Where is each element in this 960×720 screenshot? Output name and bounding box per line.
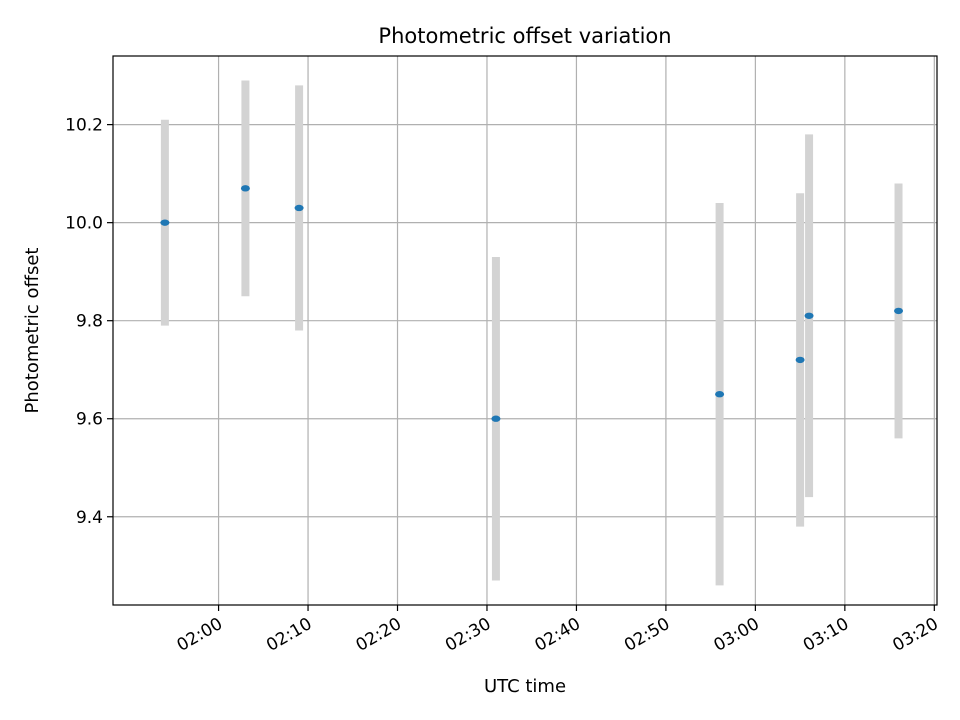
x-axis-label: UTC time	[484, 676, 566, 697]
data-point	[491, 415, 501, 422]
data-points	[160, 185, 904, 422]
y-tick-label: 9.4	[76, 508, 103, 528]
x-tick-label: 02:30	[442, 614, 494, 656]
data-point	[240, 185, 250, 192]
x-tick-label: 02:10	[263, 614, 315, 656]
y-tick-label: 10.2	[65, 116, 103, 136]
chart-title: Photometric offset variation	[378, 24, 671, 48]
data-point	[715, 391, 725, 398]
x-tick-label: 02:40	[532, 614, 584, 656]
plot-frame	[112, 55, 938, 606]
y-tick-label: 9.8	[76, 312, 103, 332]
grid	[113, 56, 937, 605]
x-tick-label: 03:10	[800, 614, 852, 656]
y-axis-ticks: 9.4 9.6 9.8 10.0 10.2	[65, 116, 113, 528]
error-bars	[160, 80, 903, 586]
data-point	[160, 219, 170, 226]
y-tick-label: 9.6	[76, 410, 103, 430]
y-tick-label: 10.0	[65, 214, 103, 234]
data-point	[294, 204, 304, 212]
x-tick-label: 02:20	[353, 614, 405, 656]
x-axis-ticks: 02:00 02:10 02:20 02:30 02:40 02:50 03:00 03:10…	[174, 605, 942, 656]
data-point	[804, 312, 814, 319]
y-axis-label: Photometric offset	[22, 248, 43, 414]
x-tick-label: 03:00	[710, 614, 762, 656]
x-tick-label: 03:20	[889, 614, 941, 656]
x-tick-label: 02:50	[621, 614, 673, 656]
x-tick-label: 02:00	[174, 614, 226, 656]
data-point	[795, 356, 805, 364]
data-point	[894, 307, 904, 315]
